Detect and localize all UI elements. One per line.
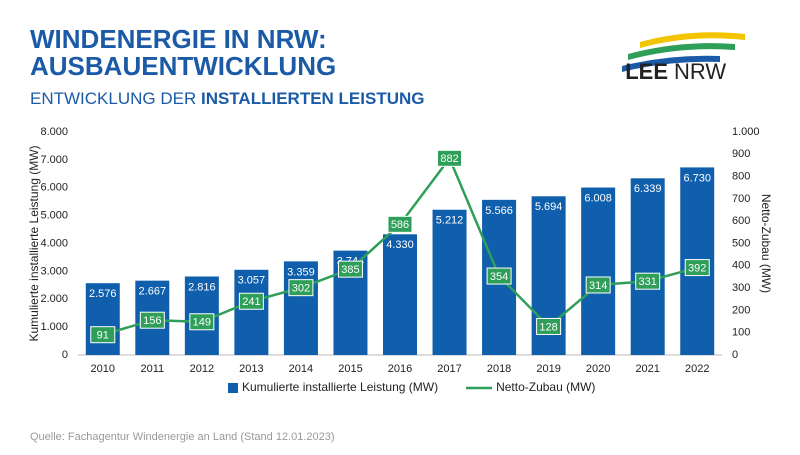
line-label-box [585, 276, 611, 294]
x-tick-label: 2022 [685, 363, 709, 375]
y2-tick-label: 0 [732, 349, 738, 361]
line-label-box [189, 313, 215, 331]
line-value-label: 241 [242, 296, 260, 308]
bar [432, 209, 467, 355]
y2-tick-label: 400 [732, 260, 750, 272]
y2-tick-label: 300 [732, 282, 750, 294]
legend-swatch [228, 383, 238, 393]
bar-value-label: 6.339 [634, 183, 662, 195]
y-tick-label: 2.000 [40, 293, 68, 305]
line-value-label: 156 [143, 315, 161, 327]
y2-axis-title: Netto-Zubau (MW) [759, 194, 773, 293]
bar-value-label: 6.730 [683, 172, 711, 184]
bar-value-label: 3.359 [287, 266, 315, 278]
y-tick-label: 3.000 [40, 265, 68, 277]
y-tick-label: 4.000 [40, 237, 68, 249]
y-tick-label: 8.000 [40, 126, 68, 138]
y-tick-label: 1.000 [40, 321, 68, 333]
line-value-label: 91 [97, 330, 109, 342]
line-value-label: 314 [589, 280, 607, 292]
logo-text: LEE [625, 59, 668, 84]
bar-value-label: 5.212 [436, 215, 464, 227]
y-tick-label: 6.000 [40, 182, 68, 194]
x-tick-label: 2016 [388, 363, 412, 375]
x-tick-label: 2020 [586, 363, 610, 375]
y-tick-label: 5.000 [40, 210, 68, 222]
y2-tick-label: 500 [732, 237, 750, 249]
source: Quelle: Fachagentur Windenergie an Land … [30, 431, 335, 443]
title-line: AUSBAUENTWICKLUNG [30, 51, 336, 81]
line-value-label: 392 [688, 262, 706, 274]
x-tick-label: 2012 [190, 363, 214, 375]
line-label-box [238, 292, 264, 310]
bar-value-label: 2.667 [139, 286, 167, 298]
line-label-box [337, 260, 363, 278]
legend-label: Netto-Zubau (MW) [496, 380, 595, 394]
line-label-box [684, 259, 710, 277]
logo: LEE NRW [622, 32, 745, 84]
logo-stripe [628, 43, 735, 60]
bar [234, 269, 269, 355]
line-label-box [536, 317, 562, 335]
line-label-box [90, 326, 116, 344]
bar-value-label: 5.566 [485, 205, 513, 217]
y2-tick-label: 700 [732, 193, 750, 205]
subtitle: ENTWICKLUNG DER INSTALLIERTEN LEISTUNG [30, 89, 424, 108]
logo-stripe [622, 55, 720, 72]
bar-value-label: 4.330 [386, 239, 414, 251]
y2-tick-label: 800 [732, 171, 750, 183]
line-label-box [635, 272, 661, 290]
y-tick-label: 7.000 [40, 154, 68, 166]
line-value-label: 882 [440, 153, 458, 165]
logo-text: NRW [674, 59, 726, 84]
bar [283, 261, 318, 355]
logo-stripe [640, 32, 745, 48]
line-label-box [486, 267, 512, 285]
y2-tick-label: 1.000 [732, 126, 760, 138]
line-value-label: 149 [193, 317, 211, 329]
x-tick-label: 2013 [239, 363, 263, 375]
bar [630, 178, 665, 355]
legend-label: Kumulierte installierte Leistung (MW) [242, 380, 438, 394]
bar [383, 234, 417, 355]
y2-tick-label: 600 [732, 215, 750, 227]
line-value-label: 302 [292, 283, 310, 295]
x-tick-label: 2010 [91, 363, 115, 375]
y2-tick-label: 200 [732, 304, 750, 316]
bar-value-label: 2.816 [188, 281, 216, 293]
line-value-label: 586 [391, 219, 409, 231]
bar [581, 187, 616, 355]
x-tick-label: 2021 [635, 363, 659, 375]
line-value-label: 128 [539, 321, 557, 333]
y-axis-title: Kumulierte installierte Leistung (MW) [27, 145, 41, 341]
line-label-box [437, 149, 463, 167]
bar-value-label: 6.008 [584, 192, 612, 204]
x-tick-label: 2015 [338, 363, 362, 375]
x-tick-label: 2018 [487, 363, 511, 375]
y2-tick-label: 900 [732, 148, 750, 160]
y-tick-label: 0 [62, 349, 68, 361]
bar-value-label: 3.057 [238, 275, 266, 287]
line-value-label: 331 [639, 276, 657, 288]
line-value-label: 354 [490, 271, 508, 283]
bar-value-label: 2.576 [89, 288, 117, 300]
subtitle-bold: INSTALLIERTEN LEISTUNG [201, 89, 425, 108]
line-value-label: 385 [341, 264, 359, 276]
x-tick-label: 2014 [289, 363, 313, 375]
y2-tick-label: 100 [732, 327, 750, 339]
title-line: WINDENERGIE IN NRW: [30, 24, 327, 54]
x-tick-label: 2019 [536, 363, 560, 375]
line-label-box [139, 311, 165, 329]
line-label-box [288, 279, 314, 297]
subtitle-normal: ENTWICKLUNG DER [30, 89, 201, 108]
x-tick-label: 2011 [140, 363, 164, 375]
x-tick-label: 2017 [437, 363, 461, 375]
bar-value-label: 5.694 [535, 201, 563, 213]
line-label-box [387, 215, 413, 233]
